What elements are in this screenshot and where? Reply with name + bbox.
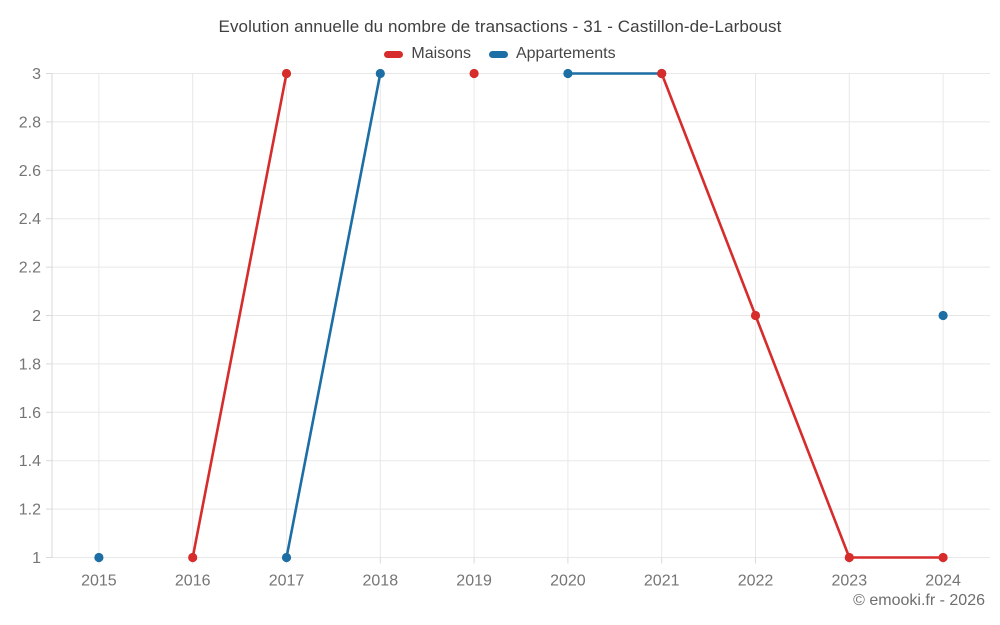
svg-text:1.4: 1.4 — [19, 453, 41, 470]
chart-title: Evolution annuelle du nombre de transact… — [218, 17, 782, 36]
svg-text:2019: 2019 — [456, 573, 492, 590]
svg-text:2: 2 — [32, 308, 41, 325]
svg-text:2.6: 2.6 — [19, 163, 41, 180]
svg-text:1: 1 — [32, 550, 41, 567]
legend-item-appartements[interactable]: Appartements — [488, 45, 616, 63]
maisons-series-swatch-icon — [384, 50, 404, 58]
chart-legend: Maisons Appartements — [0, 45, 1000, 63]
svg-text:2.8: 2.8 — [19, 114, 41, 131]
svg-text:2022: 2022 — [738, 573, 774, 590]
legend-label-appartements: Appartements — [515, 45, 616, 62]
svg-text:3: 3 — [32, 66, 41, 83]
svg-text:2.2: 2.2 — [19, 260, 41, 277]
svg-text:1.6: 1.6 — [19, 405, 41, 422]
svg-text:2020: 2020 — [550, 573, 586, 590]
legend-item-maisons[interactable]: Maisons — [384, 45, 471, 63]
svg-text:2016: 2016 — [175, 573, 211, 590]
legend-label-maisons: Maisons — [411, 45, 471, 62]
svg-text:1.8: 1.8 — [19, 356, 41, 373]
svg-text:2023: 2023 — [832, 573, 868, 590]
copyright-watermark: © emooki.fr - 2026 — [853, 592, 985, 609]
svg-text:2018: 2018 — [363, 573, 399, 590]
svg-text:2021: 2021 — [644, 573, 680, 590]
svg-text:1.2: 1.2 — [19, 502, 41, 519]
svg-text:2015: 2015 — [81, 573, 117, 590]
svg-text:2024: 2024 — [925, 573, 961, 590]
svg-text:2017: 2017 — [269, 573, 305, 590]
appartements-series-swatch-icon — [488, 50, 508, 58]
svg-text:2.4: 2.4 — [19, 211, 41, 228]
